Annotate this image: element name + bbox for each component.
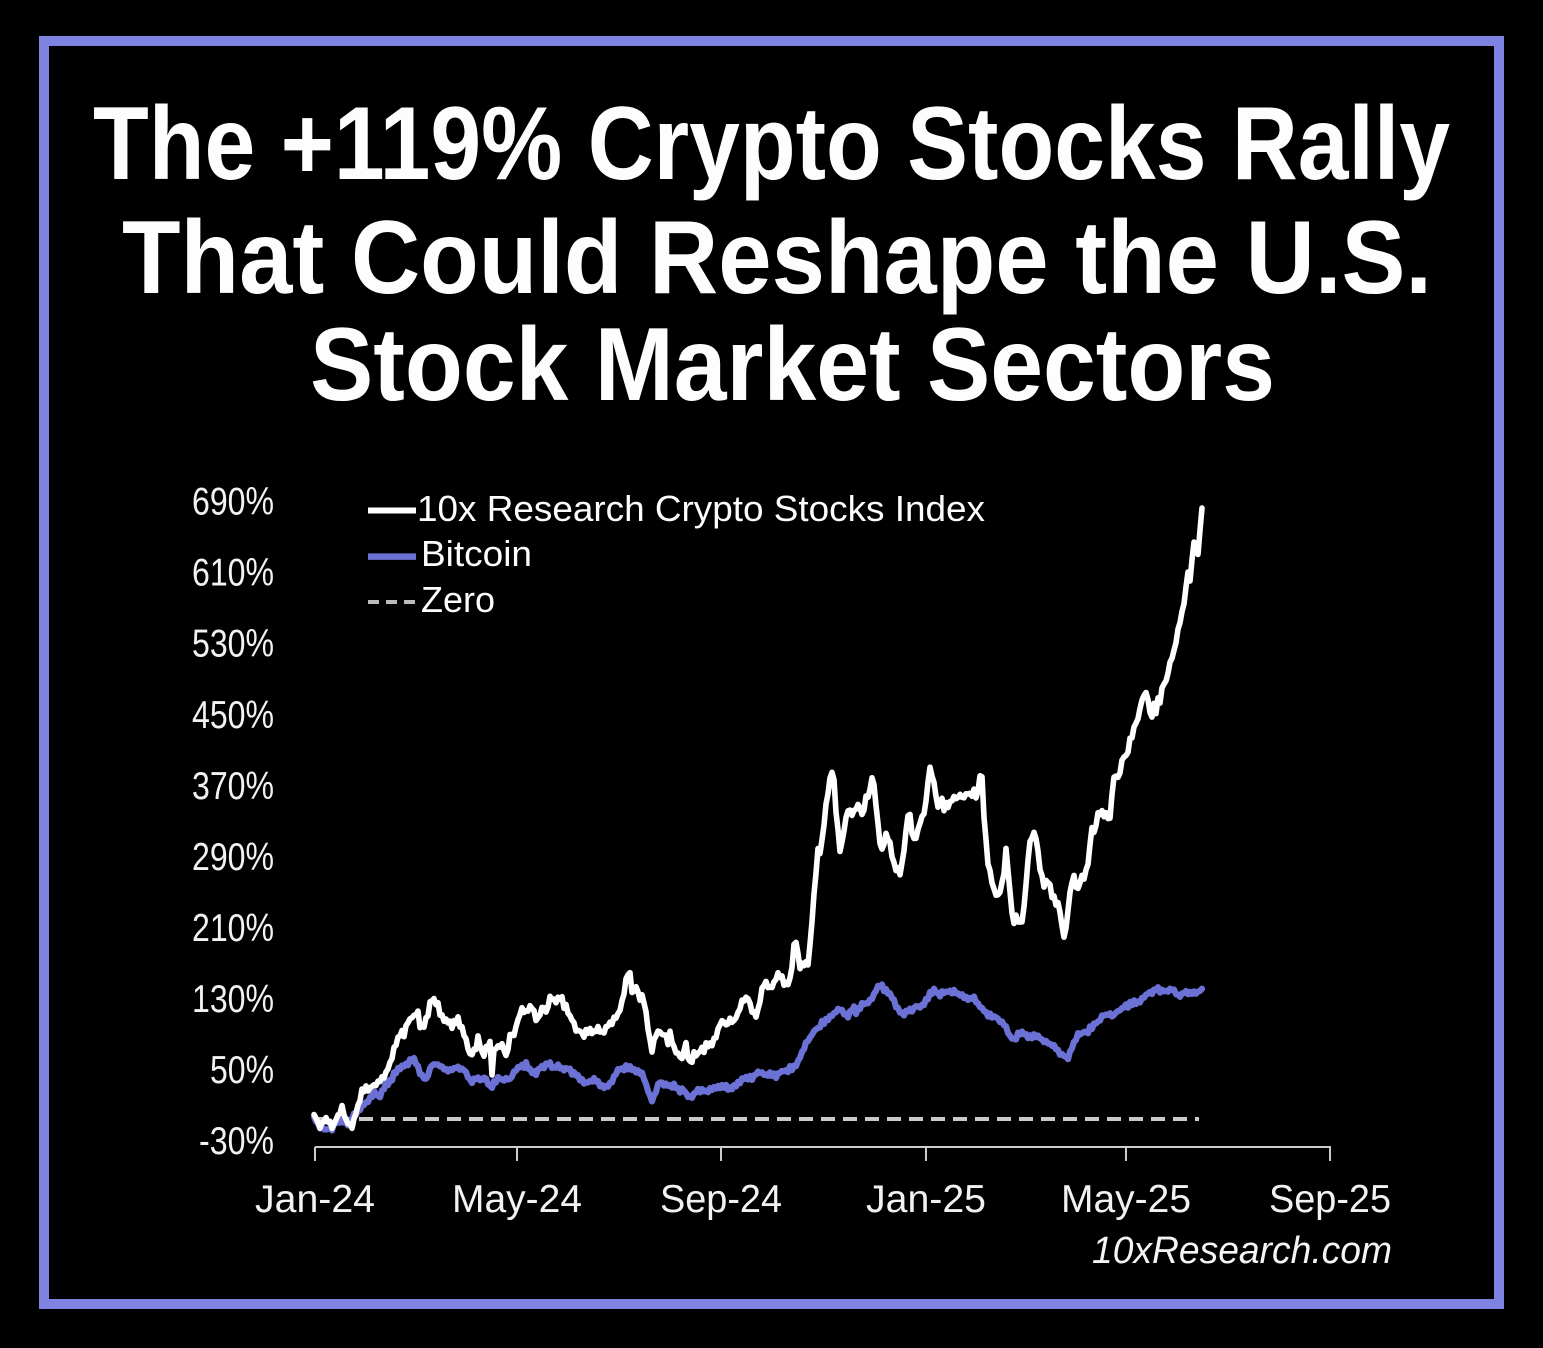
svg-text:Bitcoin: Bitcoin	[421, 533, 532, 574]
svg-text:The +119% Crypto Stocks Rally: The +119% Crypto Stocks Rally	[93, 86, 1450, 202]
svg-text:Jan-24: Jan-24	[255, 1178, 375, 1221]
svg-text:May-24: May-24	[452, 1178, 582, 1221]
svg-text:That Could Reshape the U.S.: That Could Reshape the U.S.	[122, 200, 1432, 316]
svg-text:210%: 210%	[192, 907, 274, 950]
svg-text:690%: 690%	[192, 481, 274, 524]
svg-text:450%: 450%	[192, 694, 274, 737]
svg-text:290%: 290%	[192, 836, 274, 879]
svg-text:10x Research Crypto Stocks Ind: 10x Research Crypto Stocks Index	[417, 488, 985, 529]
svg-text:130%: 130%	[192, 978, 274, 1021]
svg-text:10xResearch.com: 10xResearch.com	[1092, 1230, 1392, 1272]
svg-text:Sep-24: Sep-24	[660, 1178, 782, 1221]
svg-text:610%: 610%	[192, 552, 274, 595]
svg-text:Sep-25: Sep-25	[1269, 1178, 1391, 1221]
svg-text:50%: 50%	[210, 1049, 274, 1092]
svg-text:370%: 370%	[192, 765, 274, 808]
svg-text:-30%: -30%	[199, 1120, 274, 1163]
svg-text:May-25: May-25	[1061, 1178, 1191, 1221]
svg-text:Jan-25: Jan-25	[866, 1178, 986, 1221]
svg-text:Zero: Zero	[421, 579, 495, 620]
svg-text:Stock Market Sectors: Stock Market Sectors	[310, 307, 1275, 423]
svg-text:530%: 530%	[192, 623, 274, 666]
